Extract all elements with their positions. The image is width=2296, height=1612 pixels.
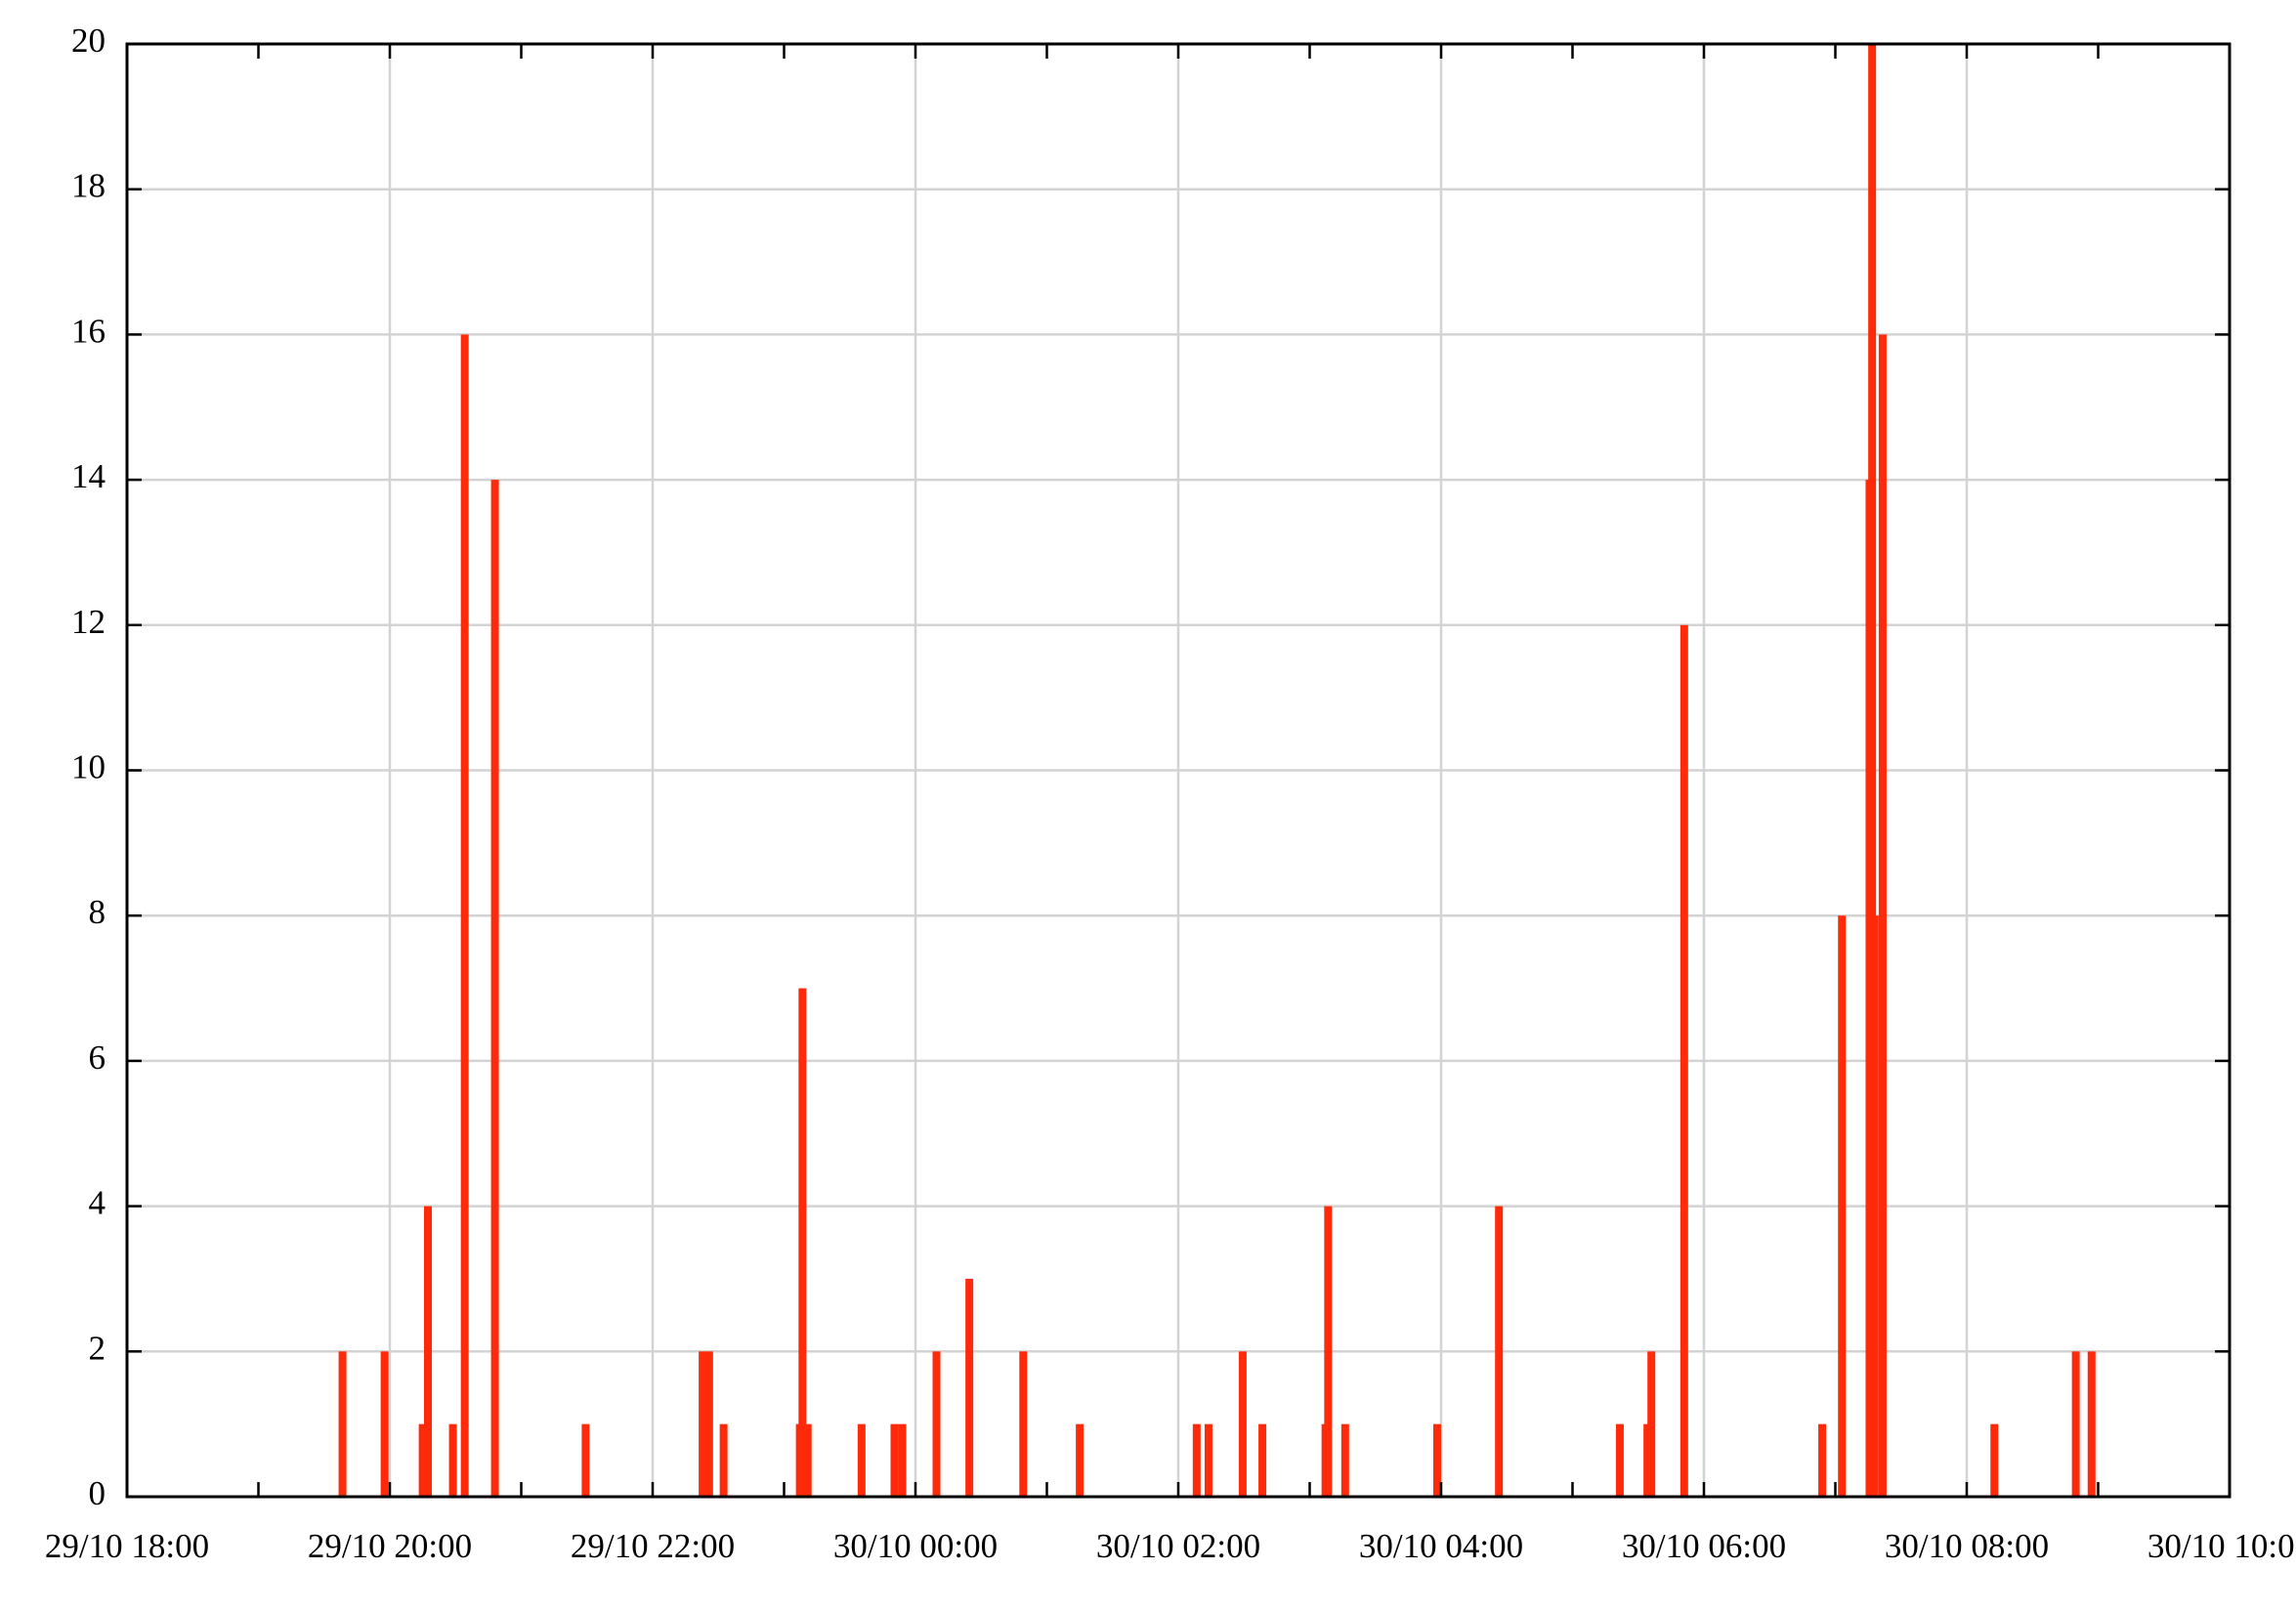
bar <box>857 1423 866 1497</box>
bar <box>448 1423 457 1497</box>
bar <box>1258 1423 1267 1497</box>
x-tick-label: 29/10 22:00 <box>571 1527 735 1565</box>
bar <box>1340 1423 1349 1497</box>
x-tick-label: 29/10 18:00 <box>45 1527 209 1565</box>
y-tick-label: 12 <box>71 603 106 641</box>
x-tick-label: 29/10 20:00 <box>308 1527 472 1565</box>
bar <box>1990 1423 1999 1497</box>
y-tick-label: 14 <box>71 457 106 495</box>
y-tick-label: 2 <box>89 1329 106 1367</box>
bar <box>418 1423 427 1497</box>
bar <box>424 1206 433 1497</box>
bar <box>2071 1351 2080 1497</box>
y-tick-label: 0 <box>89 1474 106 1512</box>
bar <box>1868 44 1877 1497</box>
y-tick-label: 18 <box>71 167 106 205</box>
bar <box>798 988 807 1497</box>
bar <box>699 1351 707 1497</box>
y-tick-label: 6 <box>89 1039 106 1077</box>
bar <box>1878 334 1887 1497</box>
bar <box>1238 1351 1247 1497</box>
bar <box>1818 1423 1827 1497</box>
x-tick-label: 30/10 06:00 <box>1622 1527 1786 1565</box>
x-tick-label: 30/10 00:00 <box>833 1527 998 1565</box>
bar <box>898 1423 907 1497</box>
bar <box>380 1351 389 1497</box>
bar <box>2087 1351 2096 1497</box>
bar <box>719 1423 728 1497</box>
bar <box>1432 1423 1441 1497</box>
bar <box>581 1423 590 1497</box>
y-tick-label: 4 <box>89 1184 106 1222</box>
bar <box>965 1278 974 1497</box>
bar <box>460 334 469 1497</box>
bar <box>1204 1423 1212 1497</box>
bar <box>1615 1423 1624 1497</box>
bar <box>1076 1423 1084 1497</box>
bar <box>1647 1351 1656 1497</box>
y-tick-label: 16 <box>71 312 106 350</box>
y-tick-label: 20 <box>71 21 106 60</box>
bar <box>1679 624 1688 1497</box>
bar <box>1495 1206 1504 1497</box>
bar <box>1192 1423 1201 1497</box>
bar <box>704 1351 713 1497</box>
bar <box>338 1351 347 1497</box>
y-tick-label: 10 <box>71 748 106 786</box>
bar <box>932 1351 941 1497</box>
x-tick-label: 30/10 04:00 <box>1359 1527 1523 1565</box>
bar <box>803 1423 812 1497</box>
x-tick-label: 30/10 08:00 <box>1885 1527 2049 1565</box>
y-tick-label: 8 <box>89 893 106 931</box>
bar <box>1643 1423 1652 1497</box>
x-tick-label: 30/10 10:00 <box>2147 1527 2296 1565</box>
bar <box>1019 1351 1028 1497</box>
bar <box>1838 915 1847 1497</box>
bar <box>890 1423 899 1497</box>
bar <box>490 480 499 1498</box>
x-tick-label: 30/10 02:00 <box>1096 1527 1260 1565</box>
bar <box>1870 915 1879 1497</box>
bar <box>1324 1206 1333 1497</box>
